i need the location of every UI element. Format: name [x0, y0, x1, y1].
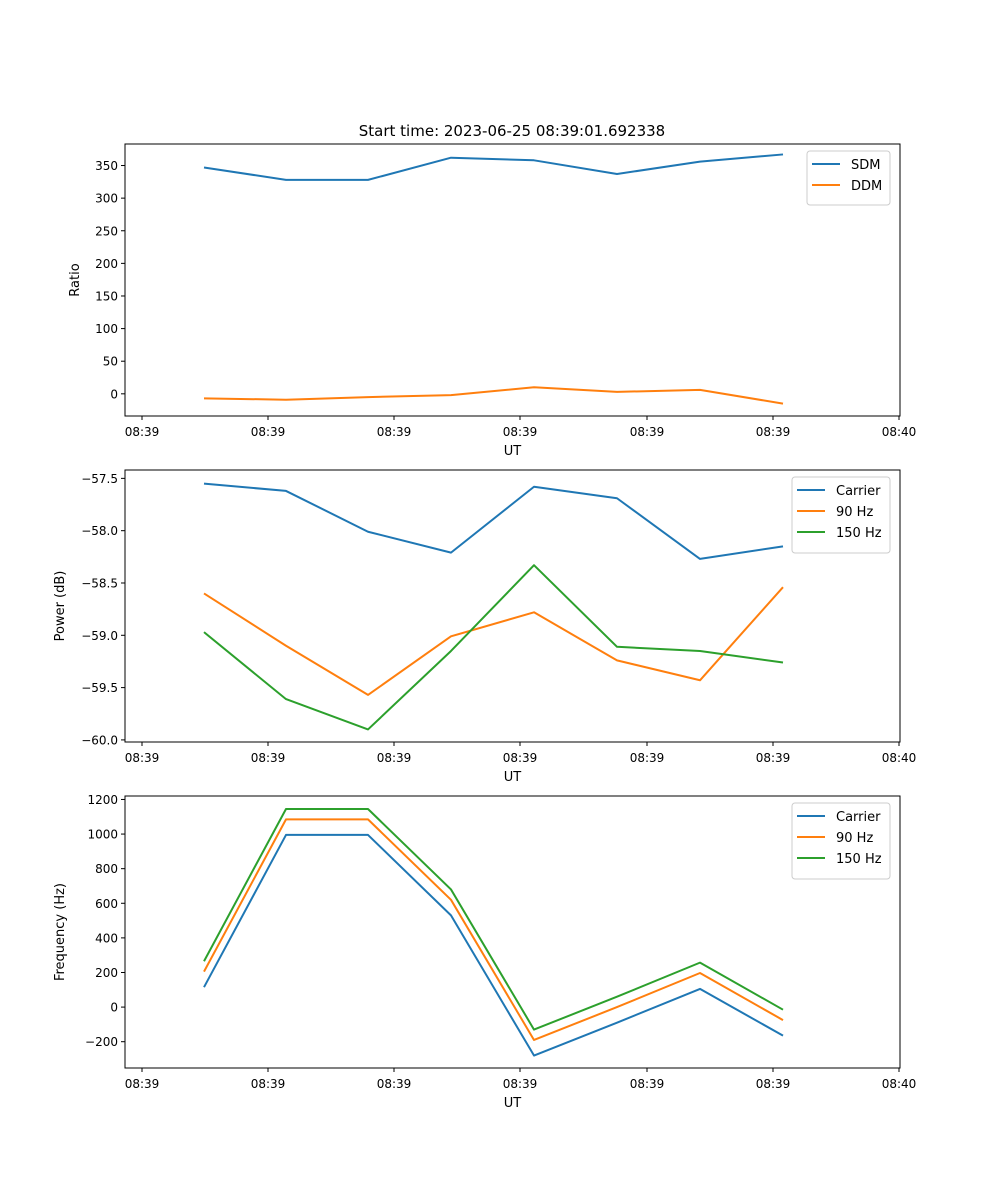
series-line-ddm: [203, 386, 784, 405]
x-tick-label: 08:39: [251, 751, 286, 765]
x-tick-label: 08:40: [882, 751, 917, 765]
x-tick-label: 08:40: [882, 425, 917, 439]
legend: Carrier 90 Hz 150 Hz: [791, 476, 891, 554]
y-axis-label: Ratio: [68, 263, 83, 296]
x-tick-label: 08:40: [882, 1077, 917, 1091]
series-line-90-hz: [203, 586, 784, 696]
figure-title: Start time: 2023-06-25 08:39:01.692338: [359, 122, 665, 140]
x-tick-label: 08:39: [125, 425, 160, 439]
x-tick-label: 08:39: [251, 425, 286, 439]
x-tick-label: 08:39: [756, 425, 791, 439]
legend: SDM DDM: [806, 150, 891, 206]
chart-panel-1: 08:39 08:39 08:39 08:39 08:39 08:39 08:40 0 50 10…: [68, 143, 917, 459]
series-line-carrier: [203, 482, 784, 560]
legend-label: Carrier: [836, 810, 881, 825]
x-axis-label: UT: [504, 770, 522, 785]
legend-label: 90 Hz: [836, 831, 873, 846]
legend-label: SDM: [851, 158, 880, 173]
y-tick-label: 1200: [87, 793, 118, 807]
series-line-sdm: [203, 153, 784, 181]
y-tick-label: 0: [110, 1001, 118, 1015]
x-tick-label: 08:39: [756, 1077, 791, 1091]
x-axis-label: UT: [504, 444, 522, 459]
y-tick-label: 300: [95, 192, 118, 206]
legend-box: [791, 802, 891, 880]
x-tick-label: 08:39: [503, 751, 538, 765]
x-tick-label: 08:39: [125, 751, 160, 765]
x-tick-label: 08:39: [377, 1077, 412, 1091]
axes-frame: [124, 469, 901, 743]
x-tick-label: 08:39: [503, 1077, 538, 1091]
legend-label: 150 Hz: [836, 852, 882, 867]
legend-label: 150 Hz: [836, 526, 882, 541]
x-axis-label: UT: [504, 1096, 522, 1111]
y-tick-label: 50: [103, 355, 118, 369]
y-tick-label: −57.5: [81, 472, 118, 486]
axes-frame: [124, 143, 901, 417]
y-tick-label: 200: [95, 966, 118, 980]
x-tick-label: 08:39: [377, 425, 412, 439]
y-tick-label: −59.5: [81, 681, 118, 695]
y-tick-label: −60.0: [81, 733, 118, 747]
y-tick-label: −59.0: [81, 629, 118, 643]
series-line-150-hz: [203, 564, 784, 731]
y-axis-label: Frequency (Hz): [53, 883, 68, 981]
y-tick-label: 100: [95, 322, 118, 336]
x-tick-label: 08:39: [630, 425, 665, 439]
x-tick-label: 08:39: [630, 1077, 665, 1091]
x-tick-label: 08:39: [756, 751, 791, 765]
chart-panel-3: 08:39 08:39 08:39 08:39 08:39 08:39 08:40 −200 0…: [53, 793, 916, 1111]
x-tick-label: 08:39: [630, 751, 665, 765]
y-tick-label: −58.0: [81, 524, 118, 538]
y-tick-label: 150: [95, 289, 118, 303]
legend-box: [791, 476, 891, 554]
y-tick-label: 600: [95, 897, 118, 911]
legend-label: 90 Hz: [836, 505, 873, 520]
y-tick-label: 250: [95, 224, 118, 238]
y-tick-label: 800: [95, 862, 118, 876]
x-tick-label: 08:39: [251, 1077, 286, 1091]
x-tick-label: 08:39: [377, 751, 412, 765]
series-line-90-hz: [203, 818, 784, 1041]
x-tick-label: 08:39: [503, 425, 538, 439]
axes-frame: [124, 795, 901, 1069]
legend-label: Carrier: [836, 484, 881, 499]
series-line-150-hz: [203, 807, 784, 1031]
legend-label: DDM: [851, 179, 882, 194]
x-tick-label: 08:39: [125, 1077, 160, 1091]
y-tick-label: −200: [85, 1035, 118, 1049]
y-tick-label: 0: [110, 387, 118, 401]
y-tick-label: 200: [95, 257, 118, 271]
y-tick-label: 1000: [87, 828, 118, 842]
chart-panel-2: 08:39 08:39 08:39 08:39 08:39 08:39 08:40 −60.0…: [53, 469, 917, 785]
y-tick-label: 400: [95, 931, 118, 945]
y-axis-label: Power (dB): [53, 571, 68, 642]
y-tick-label: 350: [95, 159, 118, 173]
series-line-carrier: [203, 833, 784, 1057]
legend: Carrier 90 Hz 150 Hz: [791, 802, 891, 880]
y-tick-label: −58.5: [81, 576, 118, 590]
